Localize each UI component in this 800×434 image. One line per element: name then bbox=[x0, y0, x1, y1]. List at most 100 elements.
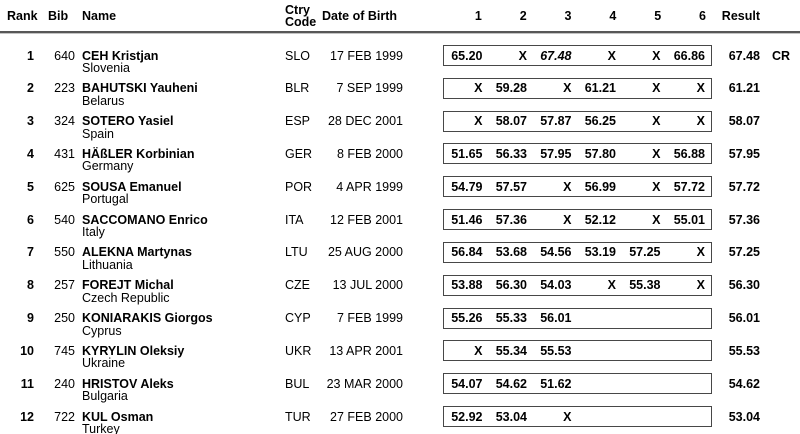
attempt-6-value: 55.01 bbox=[673, 212, 705, 227]
rank-value: 2 bbox=[27, 81, 34, 96]
attempt-2-value: X bbox=[518, 48, 527, 63]
result-row: 11 240 HRISTOV Aleks BUL 23 MAR 2000 54.… bbox=[0, 366, 800, 403]
country-code: ITA bbox=[285, 212, 304, 227]
bib-number: 550 bbox=[54, 245, 75, 260]
attempt-6-value: X bbox=[696, 114, 705, 129]
result-value: 67.48 bbox=[728, 48, 760, 63]
result-row: 12 722 KUL Osman TUR 27 FEB 2000 52.92 5… bbox=[0, 399, 800, 434]
attempt-3-value: 51.62 bbox=[540, 376, 572, 391]
attempt-3-value: 57.87 bbox=[540, 114, 572, 129]
header-attempt-5: 5 bbox=[654, 8, 662, 23]
attempts-box: 52.92 53.04 X bbox=[443, 406, 712, 428]
attempts-box: X 59.28 X 61.21 X X bbox=[443, 77, 712, 99]
header-attempt-numbers: 1 2 3 4 5 6 bbox=[443, 9, 712, 23]
attempts-box: X 55.34 55.53 bbox=[443, 340, 712, 362]
header-bib: Bib bbox=[48, 8, 69, 23]
attempt-1-value: 65.20 bbox=[451, 48, 483, 63]
athlete-name: FOREJT Michal bbox=[82, 278, 174, 293]
header-attempt-6: 6 bbox=[699, 8, 706, 23]
country-code: LTU bbox=[285, 245, 308, 260]
attempt-1-value: X bbox=[474, 343, 483, 358]
header-date-of-birth: Date of Birth bbox=[322, 8, 397, 23]
attempt-3-value: X bbox=[563, 212, 572, 227]
athlete-name: BAHUTSKI Yauheni bbox=[82, 81, 198, 96]
attempt-1-value: X bbox=[474, 81, 483, 96]
bib-number: 722 bbox=[54, 409, 75, 424]
bib-number: 540 bbox=[54, 212, 75, 227]
attempt-2-value: 55.34 bbox=[495, 343, 527, 358]
attempt-5-value: 57.25 bbox=[629, 245, 661, 260]
result-row: 9 250 KONIARAKIS Giorgos CYP 7 FEB 1999 … bbox=[0, 301, 800, 338]
attempt-4-value: 61.21 bbox=[584, 81, 616, 96]
athlete-country: Germany bbox=[82, 159, 134, 174]
rank-value: 5 bbox=[27, 179, 34, 194]
result-value: 56.30 bbox=[728, 278, 760, 293]
date-of-birth: 13 JUL 2000 bbox=[332, 278, 403, 293]
attempts-box: 54.79 57.57 X 56.99 X 57.72 bbox=[443, 176, 712, 198]
athlete-country: Slovenia bbox=[82, 61, 130, 75]
rank-value: 7 bbox=[27, 245, 34, 260]
attempt-2-value: 59.28 bbox=[495, 81, 527, 96]
header-divider bbox=[0, 31, 800, 34]
attempt-2-value: 58.07 bbox=[495, 114, 527, 129]
attempt-5-value: X bbox=[652, 114, 661, 129]
result-row: 7 550 ALEKNA Martynas LTU 25 AUG 2000 56… bbox=[0, 235, 800, 272]
athlete-name: KYRYLIN Oleksiy bbox=[82, 343, 185, 358]
country-code: TUR bbox=[285, 409, 311, 424]
attempts-box: X 58.07 57.87 56.25 X X bbox=[443, 110, 712, 132]
bib-number: 257 bbox=[54, 278, 75, 293]
result-value: 57.36 bbox=[728, 212, 760, 227]
header-rank: Rank bbox=[7, 8, 38, 23]
athlete-name: HÄßLER Korbinian bbox=[82, 146, 195, 161]
date-of-birth: 7 SEP 1999 bbox=[336, 81, 404, 96]
attempt-2-value: 56.30 bbox=[495, 278, 527, 293]
athlete-name: SOTERO Yasiel bbox=[82, 114, 174, 129]
attempt-1-value: X bbox=[474, 114, 483, 129]
attempt-2-value: 53.68 bbox=[495, 245, 527, 260]
rank-value: 6 bbox=[27, 212, 34, 227]
athlete-country: Cyprus bbox=[82, 323, 122, 338]
attempt-3-value: 54.03 bbox=[540, 278, 572, 293]
result-row: 3 324 SOTERO Yasiel ESP 28 DEC 2001 X 58… bbox=[0, 104, 800, 141]
attempt-5-value: X bbox=[652, 146, 661, 161]
attempt-3-value: 56.01 bbox=[540, 311, 572, 326]
attempts-box: 55.26 55.33 56.01 bbox=[443, 307, 712, 329]
attempt-5-value: X bbox=[652, 212, 661, 227]
attempt-2-value: 55.33 bbox=[495, 311, 527, 326]
date-of-birth: 12 FEB 2001 bbox=[330, 212, 403, 227]
result-value: 56.01 bbox=[728, 311, 760, 326]
attempt-3-value: 67.48 bbox=[540, 48, 572, 63]
attempt-4-value: 56.99 bbox=[584, 179, 616, 194]
country-code: SLO bbox=[285, 48, 311, 63]
header-attempt-1: 1 bbox=[474, 8, 482, 23]
result-value: 54.62 bbox=[728, 376, 760, 391]
attempt-2-value: 53.04 bbox=[495, 409, 527, 424]
result-value: 61.21 bbox=[728, 81, 760, 96]
attempt-4-value: 57.80 bbox=[584, 146, 616, 161]
result-row: 1 640 CEH Kristjan SLO 17 FEB 1999 65.20… bbox=[0, 38, 800, 75]
header-attempt-3: 3 bbox=[564, 8, 572, 23]
attempt-2-value: 57.57 bbox=[495, 179, 527, 194]
attempt-2-value: 56.33 bbox=[495, 146, 527, 161]
athlete-name: ALEKNA Martynas bbox=[82, 245, 192, 260]
rank-value: 11 bbox=[20, 376, 34, 391]
attempt-1-value: 51.46 bbox=[451, 212, 483, 227]
date-of-birth: 8 FEB 2000 bbox=[336, 146, 403, 161]
attempt-1-value: 53.88 bbox=[451, 278, 483, 293]
header-name: Name bbox=[82, 8, 117, 23]
rank-value: 8 bbox=[27, 278, 34, 293]
bib-number: 625 bbox=[54, 179, 75, 194]
athlete-country: Czech Republic bbox=[82, 290, 170, 305]
country-code: CYP bbox=[285, 311, 311, 326]
rank-value: 12 bbox=[20, 409, 34, 424]
bib-number: 324 bbox=[54, 114, 75, 129]
athlete-name: KONIARAKIS Giorgos bbox=[82, 311, 213, 326]
attempt-1-value: 56.84 bbox=[451, 245, 483, 260]
results-rows: 1 640 CEH Kristjan SLO 17 FEB 1999 65.20… bbox=[0, 38, 800, 434]
country-code: BUL bbox=[285, 376, 310, 391]
attempt-1-value: 54.79 bbox=[451, 179, 483, 194]
attempts-box: 53.88 56.30 54.03 X 55.38 X bbox=[443, 274, 712, 296]
country-code: CZE bbox=[285, 278, 310, 293]
country-code: BLR bbox=[285, 81, 310, 96]
country-code: ESP bbox=[285, 114, 311, 129]
